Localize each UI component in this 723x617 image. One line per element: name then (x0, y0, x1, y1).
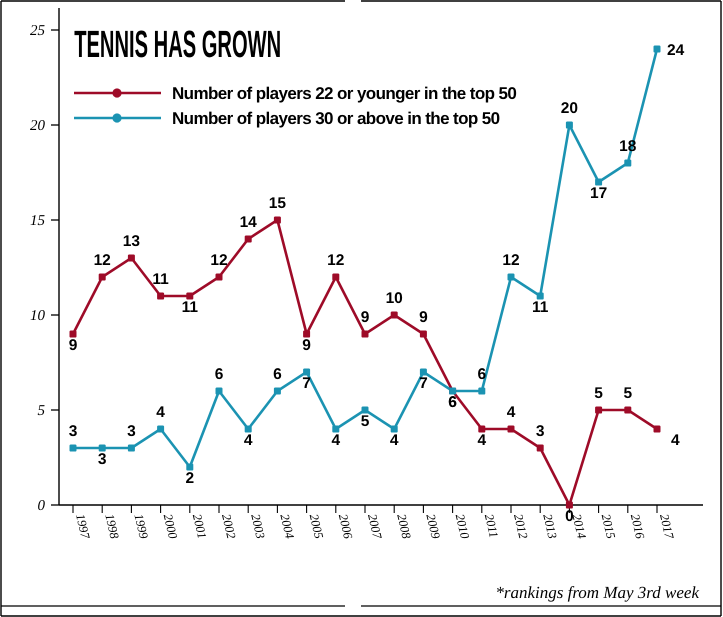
svg-text:10: 10 (30, 308, 46, 324)
svg-text:6: 6 (477, 366, 486, 383)
svg-text:15: 15 (30, 213, 46, 229)
svg-text:TENNIS HAS GROWN: TENNIS HAS GROWN (74, 24, 281, 66)
svg-text:15: 15 (269, 195, 287, 212)
svg-text:2010: 2010 (453, 513, 472, 541)
svg-text:7: 7 (419, 375, 428, 392)
svg-text:7: 7 (302, 375, 311, 392)
svg-text:2007: 2007 (365, 513, 384, 541)
svg-text:6: 6 (273, 366, 282, 383)
svg-text:4: 4 (244, 432, 253, 449)
svg-text:*rankings from May 3rd week: *rankings from May 3rd week (495, 583, 699, 602)
svg-text:2000: 2000 (161, 513, 180, 541)
svg-text:2006: 2006 (336, 513, 355, 541)
svg-text:1997: 1997 (73, 513, 92, 541)
svg-text:2003: 2003 (248, 513, 267, 541)
svg-text:10: 10 (386, 290, 403, 307)
svg-text:3: 3 (98, 451, 107, 468)
svg-text:3: 3 (127, 423, 136, 440)
svg-text:2008: 2008 (394, 513, 413, 541)
svg-text:20: 20 (30, 118, 46, 134)
svg-text:2001: 2001 (190, 513, 209, 541)
svg-text:5: 5 (623, 385, 632, 402)
svg-text:4: 4 (331, 432, 340, 449)
svg-text:2015: 2015 (599, 513, 618, 541)
svg-text:4: 4 (477, 432, 486, 449)
svg-text:4: 4 (390, 432, 399, 449)
svg-text:3: 3 (536, 423, 545, 440)
svg-text:11: 11 (532, 299, 549, 316)
svg-text:Number of players 30 or above: Number of players 30 or above in the top… (172, 109, 500, 128)
svg-text:5: 5 (361, 413, 370, 430)
svg-text:2012: 2012 (511, 513, 530, 541)
svg-text:11: 11 (152, 271, 169, 288)
svg-text:2002: 2002 (219, 513, 238, 541)
svg-text:2009: 2009 (423, 513, 442, 541)
svg-text:2016: 2016 (628, 513, 647, 541)
svg-text:4: 4 (671, 432, 680, 449)
svg-text:0: 0 (38, 498, 46, 514)
svg-text:24: 24 (667, 42, 685, 59)
svg-text:6: 6 (215, 366, 224, 383)
svg-text:12: 12 (210, 252, 227, 269)
svg-text:4: 4 (156, 404, 165, 421)
svg-text:12: 12 (94, 252, 111, 269)
svg-text:9: 9 (361, 309, 370, 326)
svg-text:17: 17 (590, 185, 607, 202)
svg-text:2: 2 (185, 470, 194, 487)
svg-text:6: 6 (448, 394, 457, 411)
svg-text:Number of players 22 or younge: Number of players 22 or younger in the t… (172, 84, 516, 103)
svg-text:9: 9 (302, 337, 311, 354)
svg-text:13: 13 (123, 233, 141, 250)
svg-text:25: 25 (30, 23, 46, 39)
svg-text:5: 5 (38, 403, 46, 419)
svg-text:1998: 1998 (102, 513, 121, 541)
svg-text:4: 4 (507, 404, 516, 421)
svg-text:14: 14 (240, 214, 258, 231)
svg-text:2013: 2013 (540, 513, 559, 541)
svg-text:5: 5 (594, 385, 603, 402)
svg-text:2017: 2017 (657, 513, 676, 541)
svg-text:2004: 2004 (277, 513, 296, 541)
svg-text:18: 18 (619, 138, 637, 155)
svg-text:12: 12 (502, 252, 519, 269)
svg-text:20: 20 (561, 100, 578, 117)
svg-text:12: 12 (327, 252, 344, 269)
svg-text:2011: 2011 (482, 513, 501, 540)
svg-text:1999: 1999 (131, 513, 150, 541)
svg-text:9: 9 (69, 337, 78, 354)
svg-text:0: 0 (565, 508, 574, 525)
svg-text:3: 3 (69, 423, 78, 440)
svg-text:9: 9 (419, 309, 428, 326)
svg-text:11: 11 (182, 299, 199, 316)
svg-text:2005: 2005 (307, 513, 326, 541)
